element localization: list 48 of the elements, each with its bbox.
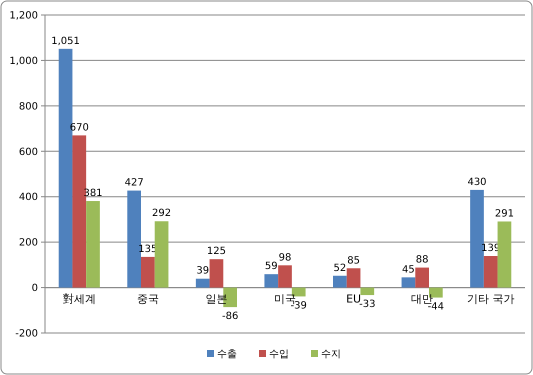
bar	[333, 276, 347, 288]
y-tick-label: -200	[15, 328, 38, 340]
data-label: 88	[416, 254, 429, 266]
bar	[127, 190, 141, 288]
y-tick-label: 600	[18, 146, 38, 158]
data-label: -44	[428, 302, 444, 313]
legend-label: 수지	[321, 349, 341, 360]
bar	[360, 288, 374, 296]
bar	[402, 277, 416, 288]
bar	[141, 256, 155, 288]
data-label: 291	[494, 208, 514, 220]
y-tick-label: 1,000	[9, 56, 38, 67]
data-label: -33	[359, 299, 376, 310]
y-tick-label: 0	[32, 283, 38, 294]
data-label: 59	[264, 261, 278, 272]
data-label: 292	[152, 208, 172, 220]
y-tick-label: 200	[18, 238, 38, 249]
bar	[346, 268, 360, 288]
bar	[58, 48, 72, 288]
bar	[484, 256, 498, 288]
data-label: 98	[278, 252, 292, 264]
bar	[415, 268, 429, 288]
legend-label: 수출	[217, 349, 237, 360]
data-label: 85	[347, 255, 360, 266]
x-tick-label: 기타 국가	[466, 292, 514, 306]
data-label: 45	[402, 264, 415, 276]
x-tick-label: 對세계	[62, 292, 96, 306]
bar	[86, 201, 100, 288]
y-tick-label: 400	[18, 192, 38, 204]
bar	[196, 278, 210, 288]
data-label: 430	[467, 176, 487, 188]
data-label: 125	[206, 246, 226, 258]
data-label: 427	[124, 178, 144, 189]
data-label: 52	[333, 262, 346, 274]
bar	[278, 265, 292, 288]
x-tick-label: EU	[346, 292, 362, 306]
y-tick-label: 800	[18, 101, 38, 112]
bar	[264, 274, 278, 288]
bar	[470, 190, 484, 288]
data-label: 39	[196, 266, 210, 277]
bar	[154, 221, 168, 288]
bar	[498, 221, 512, 288]
y-tick-label: 1,200	[9, 10, 38, 22]
data-label: -86	[222, 311, 238, 322]
data-label: 1,051	[51, 36, 80, 47]
x-tick-label: 중국	[136, 292, 159, 306]
legend-label: 수입	[269, 349, 289, 360]
bar	[210, 259, 224, 288]
